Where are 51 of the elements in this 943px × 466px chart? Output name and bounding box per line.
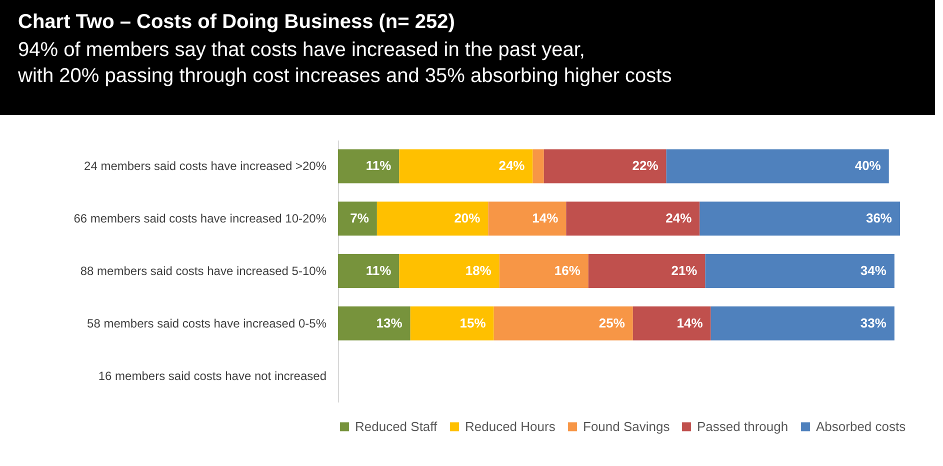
bar xyxy=(588,254,706,288)
bar xyxy=(532,149,544,184)
bar xyxy=(710,306,894,340)
data-label: 36% xyxy=(866,210,892,226)
bar xyxy=(494,306,633,340)
bar xyxy=(705,254,894,288)
data-label: 18% xyxy=(465,263,492,278)
legend-label: Found Savings xyxy=(583,418,670,434)
bar xyxy=(566,202,700,236)
data-label: 20% xyxy=(454,210,481,226)
legend-label: Reduced Staff xyxy=(355,418,438,434)
bar xyxy=(410,306,494,340)
data-label: 24% xyxy=(666,210,692,226)
data-label: 7% xyxy=(350,210,370,226)
data-label: 11% xyxy=(366,263,392,278)
legend-label: Absorbed costs xyxy=(816,418,906,434)
data-label: 34% xyxy=(860,263,887,278)
bar xyxy=(399,254,500,288)
bar xyxy=(700,202,900,236)
legend-label: Passed through xyxy=(697,418,788,434)
y-tick-label: 24 members said costs have increased >20% xyxy=(84,159,327,174)
chart-title: Chart Two – Costs of Doing Business (n= 252) xyxy=(18,11,455,33)
data-label: 16% xyxy=(554,263,581,278)
bar xyxy=(338,149,400,184)
bar xyxy=(338,202,377,236)
data-label: 40% xyxy=(854,158,882,174)
y-tick-label: 88 members said costs have increased 5-10% xyxy=(80,264,327,278)
data-label: 33% xyxy=(860,315,887,330)
bar xyxy=(399,149,533,184)
y-tick-label: 16 members said costs have not increased xyxy=(98,368,326,383)
chart-subtitle: 94% of members say that costs have increased in the past year, with 20% passing through cost increases and 35% absorbing higher costs xyxy=(17,39,672,87)
data-label: 11% xyxy=(366,158,392,174)
data-label: 25% xyxy=(598,315,626,330)
data-label: 13% xyxy=(376,315,403,330)
data-label: 22% xyxy=(632,158,659,174)
data-label: 15% xyxy=(460,315,486,330)
y-tick-label: 58 members said costs have increased 0-5% xyxy=(87,316,327,330)
bar xyxy=(488,202,566,236)
y-tick-label: 66 members said costs have increased 10-20% xyxy=(74,212,327,226)
data-label: 21% xyxy=(671,263,698,278)
bar xyxy=(632,306,711,340)
data-label: 14% xyxy=(532,210,559,226)
data-label: 14% xyxy=(676,315,704,330)
bar xyxy=(338,254,400,288)
data-label: 24% xyxy=(498,158,526,174)
legend-label: Reduced Hours xyxy=(465,418,556,434)
bar xyxy=(338,306,410,340)
bar xyxy=(666,149,889,184)
bar xyxy=(544,149,666,184)
bar xyxy=(499,254,588,288)
bar xyxy=(376,202,488,236)
